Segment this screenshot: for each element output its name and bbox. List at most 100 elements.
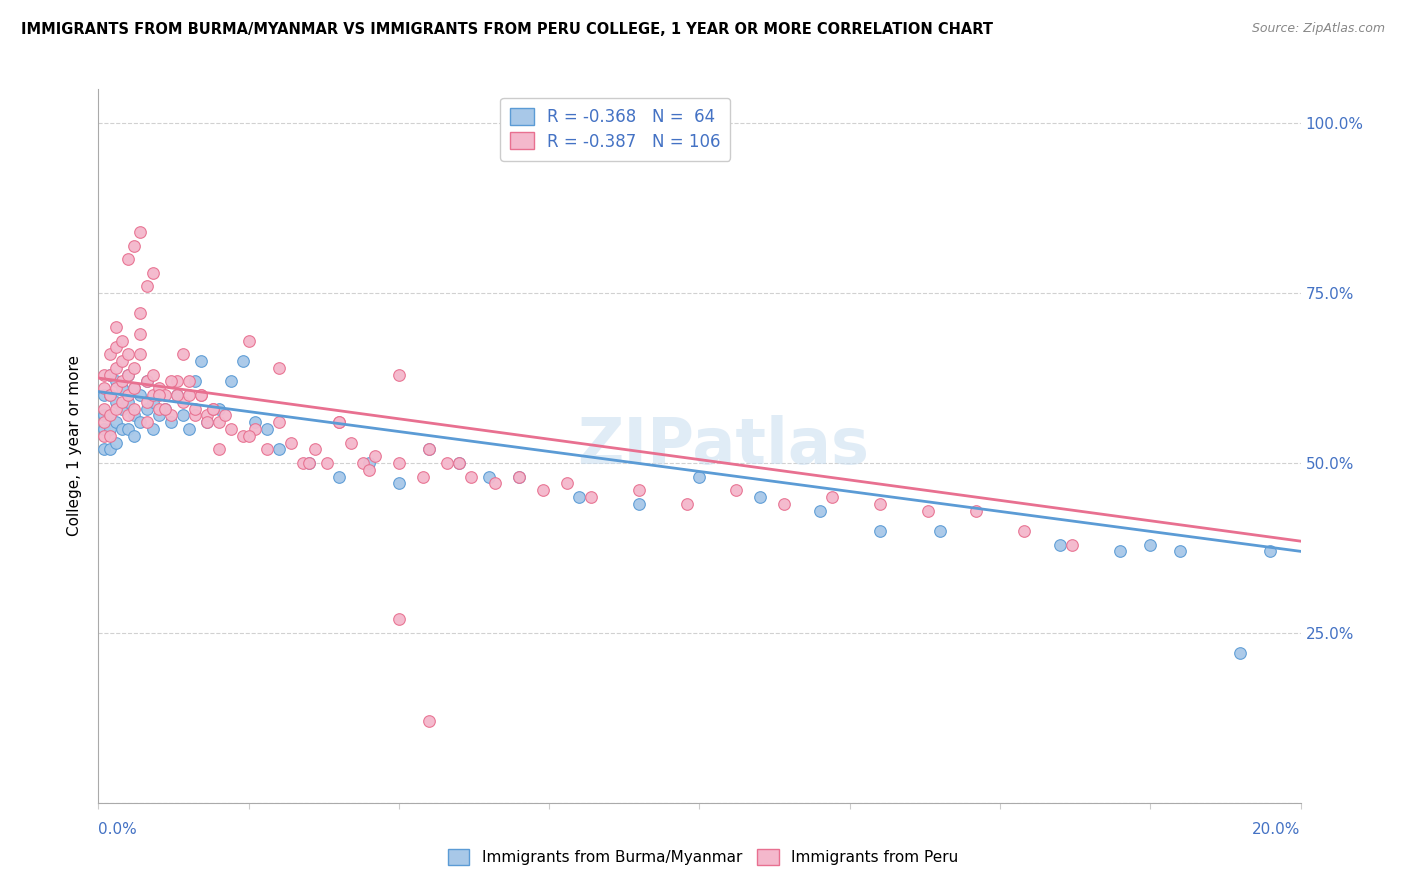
Legend: Immigrants from Burma/Myanmar, Immigrants from Peru: Immigrants from Burma/Myanmar, Immigrant… <box>441 843 965 871</box>
Point <box>388 456 411 470</box>
Point <box>418 442 440 457</box>
Point <box>917 503 939 517</box>
Point <box>124 381 146 395</box>
Point <box>124 238 146 252</box>
Point <box>105 415 128 429</box>
Point <box>724 483 747 498</box>
Point <box>1049 537 1071 551</box>
Point <box>141 422 163 436</box>
Point <box>93 429 115 443</box>
Text: ZIPatlas: ZIPatlas <box>578 415 869 477</box>
Point <box>177 422 200 436</box>
Point <box>1260 544 1282 558</box>
Point <box>105 375 128 389</box>
Point <box>581 490 603 504</box>
Point <box>117 422 139 436</box>
Point <box>190 354 212 368</box>
Point <box>117 394 139 409</box>
Point <box>183 409 205 423</box>
Point <box>183 401 205 416</box>
Point <box>124 429 146 443</box>
Point <box>166 388 188 402</box>
Point <box>93 415 115 429</box>
Point <box>328 415 350 429</box>
Point <box>689 469 711 483</box>
Point <box>148 401 170 416</box>
Point <box>129 388 152 402</box>
Point <box>555 476 578 491</box>
Point <box>190 388 212 402</box>
Point <box>208 415 231 429</box>
Point <box>298 456 321 470</box>
Point <box>232 354 254 368</box>
Point <box>105 320 128 334</box>
Point <box>124 381 146 395</box>
Point <box>100 388 122 402</box>
Point <box>352 456 374 470</box>
Point <box>105 341 128 355</box>
Point <box>357 456 380 470</box>
Point <box>135 375 157 389</box>
Point <box>340 435 363 450</box>
Point <box>315 456 337 470</box>
Point <box>93 401 115 416</box>
Point <box>256 422 278 436</box>
Point <box>117 388 139 402</box>
Point <box>190 388 212 402</box>
Point <box>117 409 139 423</box>
Point <box>177 375 200 389</box>
Point <box>100 409 122 423</box>
Point <box>214 409 236 423</box>
Point <box>508 469 530 483</box>
Point <box>280 435 302 450</box>
Point <box>172 347 194 361</box>
Point <box>418 714 440 729</box>
Point <box>105 381 128 395</box>
Text: 20.0%: 20.0% <box>1253 822 1301 837</box>
Point <box>412 469 434 483</box>
Point <box>129 347 152 361</box>
Point <box>135 375 157 389</box>
Point <box>243 415 266 429</box>
Point <box>117 252 139 266</box>
Point <box>141 388 163 402</box>
Point <box>929 524 952 538</box>
Point <box>195 415 218 429</box>
Point <box>1229 646 1251 660</box>
Point <box>267 415 290 429</box>
Point <box>129 306 152 320</box>
Point <box>869 524 891 538</box>
Point <box>208 401 231 416</box>
Point <box>135 394 157 409</box>
Y-axis label: College, 1 year or more: College, 1 year or more <box>67 356 83 536</box>
Point <box>153 388 176 402</box>
Point <box>418 442 440 457</box>
Point <box>256 442 278 457</box>
Point <box>298 456 321 470</box>
Text: 0.0%: 0.0% <box>98 822 138 837</box>
Point <box>111 394 134 409</box>
Point <box>159 415 181 429</box>
Point <box>177 388 200 402</box>
Point <box>100 429 122 443</box>
Point <box>772 497 794 511</box>
Point <box>148 409 170 423</box>
Point <box>478 469 501 483</box>
Point <box>117 368 139 382</box>
Point <box>531 483 554 498</box>
Point <box>195 415 218 429</box>
Point <box>111 401 134 416</box>
Point <box>568 490 591 504</box>
Point <box>111 422 134 436</box>
Point <box>1062 537 1084 551</box>
Point <box>1012 524 1035 538</box>
Point <box>105 360 128 375</box>
Point <box>484 476 506 491</box>
Point <box>100 368 122 382</box>
Point <box>388 612 411 626</box>
Point <box>1170 544 1192 558</box>
Point <box>201 401 224 416</box>
Point <box>447 456 470 470</box>
Point <box>93 381 115 395</box>
Point <box>166 375 188 389</box>
